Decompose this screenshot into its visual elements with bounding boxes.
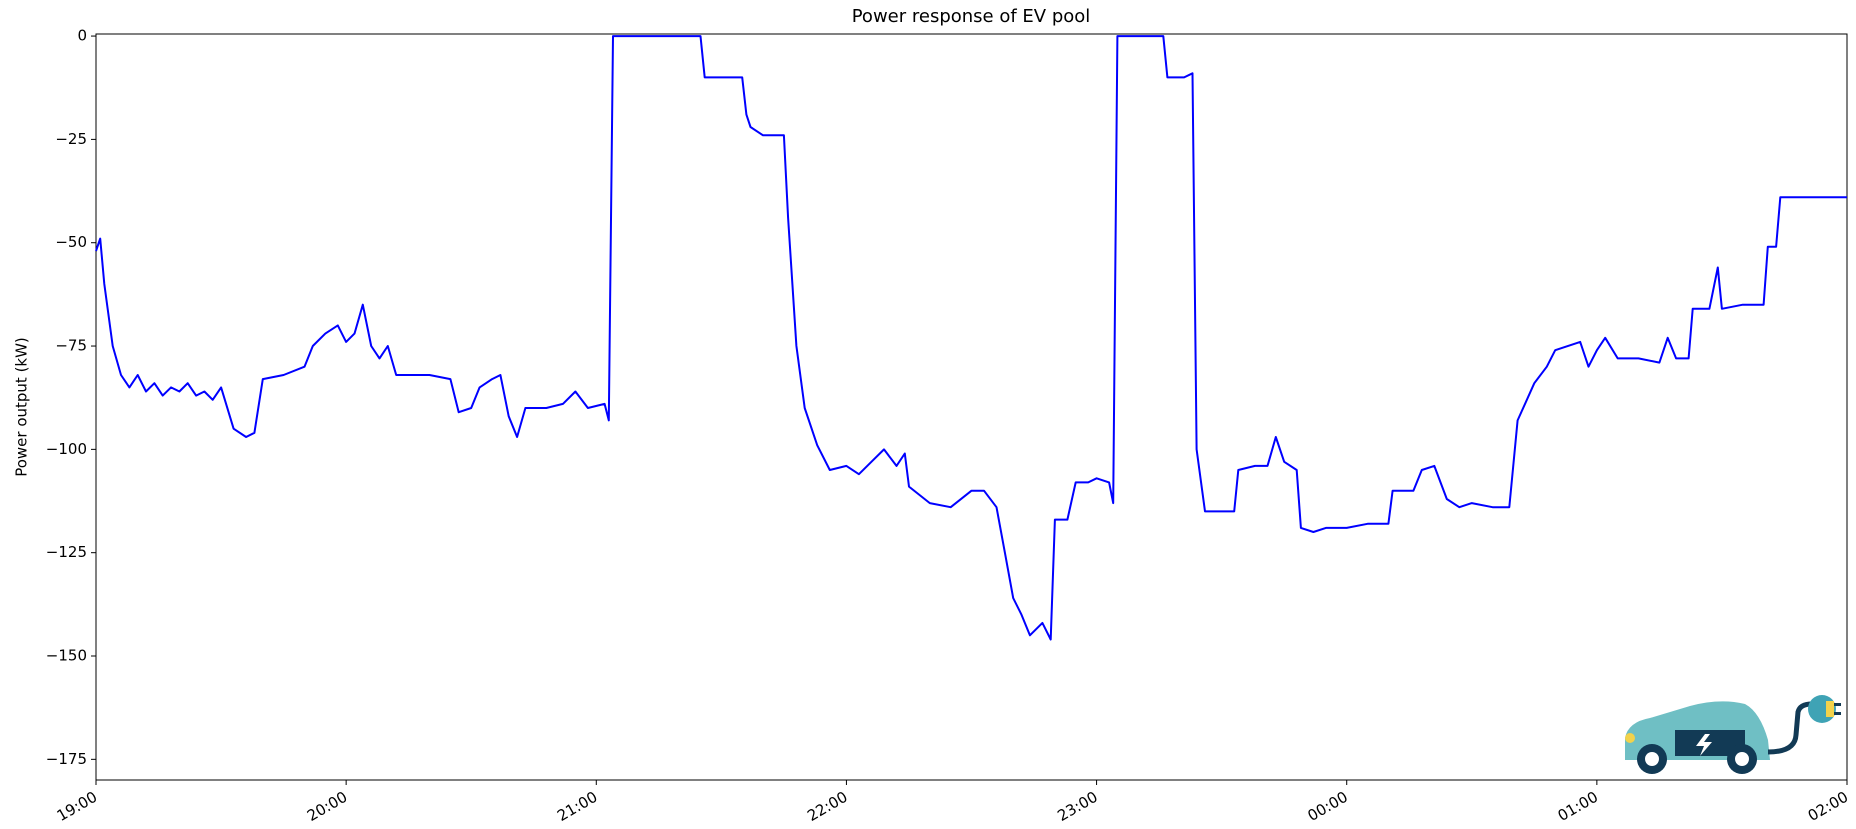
- ev-icon: [1625, 695, 1841, 774]
- y-tick-label: −25: [55, 130, 87, 148]
- x-tick-label: 01:00: [1555, 788, 1601, 825]
- y-axis-label: Power output (kW): [13, 337, 31, 477]
- y-tick-label: −150: [46, 647, 87, 665]
- plot-frame: [95, 33, 1848, 781]
- y-tick-label: −125: [46, 543, 87, 561]
- x-tick-label: 00:00: [1305, 788, 1351, 825]
- y-tick-label: 0: [77, 27, 87, 45]
- x-tick-label: 19:00: [54, 788, 100, 825]
- y-tick-label: −175: [46, 750, 87, 768]
- x-tick-label: 20:00: [304, 788, 350, 825]
- x-tick-label: 21:00: [554, 788, 600, 825]
- chart-title: Power response of EV pool: [852, 6, 1091, 27]
- y-tick-label: −100: [46, 440, 87, 458]
- y-tick-label: −50: [55, 233, 87, 251]
- y-tick-label: −75: [55, 337, 87, 355]
- data-line: [95, 35, 1847, 641]
- x-tick-label: 22:00: [804, 788, 850, 825]
- x-tick-label: 02:00: [1805, 788, 1851, 825]
- x-tick-label: 23:00: [1054, 788, 1100, 825]
